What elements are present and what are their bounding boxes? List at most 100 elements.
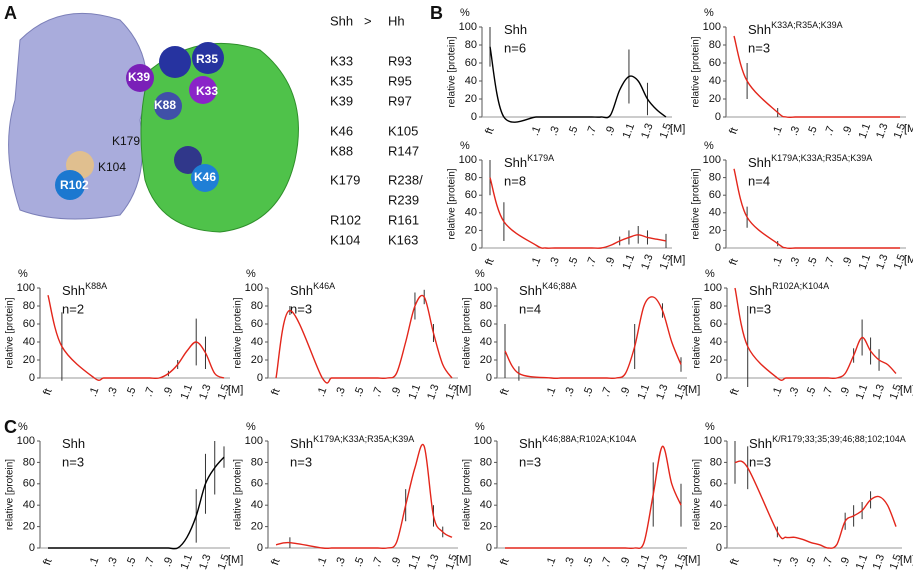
x-tick-label: .1 [315,556,329,569]
x-tick-label: 1.1 [621,253,638,271]
x-tick-label: 1.1 [854,553,871,571]
data-line [47,295,225,382]
y-tick-label: 0 [257,372,263,384]
y-tick-label: 40 [23,499,35,511]
title-superscript: K179A;K33A;R35A;K39A [313,434,414,444]
x-tick-label: .3 [787,386,801,399]
y-tick-label: 80 [465,39,477,51]
y-tick-label: 0 [716,372,722,384]
x-tick-label: .7 [585,125,599,138]
panel-label: B [430,3,443,23]
residue-sphere [159,46,191,78]
y-tick-label: 40 [710,499,722,511]
x-tick-label: 1.5 [216,383,233,401]
x-tick-label: ft [498,387,511,397]
y-tick-label: 100 [17,282,35,294]
x-tick-label: ft [727,126,740,136]
x-tick-label: ft [498,557,511,567]
table-cell: R147 [388,143,419,158]
title-superscript: K46A [313,281,335,291]
title-text: Shh [62,283,85,298]
x-tick-label: 1.5 [892,253,909,271]
x-tick-label: 1.1 [854,383,871,401]
table-cell: K39 [330,93,353,108]
x-tick-label: .3 [563,386,577,399]
table-cell: R238/ [388,172,423,187]
x-tick-label: .3 [563,556,577,569]
residue-sphere [191,164,219,192]
x-tick-label: 1.3 [654,553,671,571]
x-tick-label: .5 [581,556,595,569]
y-tick-label: 20 [709,224,721,236]
x-tick-label: 1.1 [857,253,874,271]
x-tick-label: ft [728,387,741,397]
x-tick-label: .3 [106,556,120,569]
x-tick-label: .5 [804,556,818,569]
table-cell: R239 [388,192,419,207]
y-axis-label: relative [protein] [462,459,473,530]
panel-label: A [4,3,17,23]
y-tick-label: 80 [710,456,722,468]
x-tick-label: .1 [770,386,784,399]
y-tick-label: 80 [709,172,721,184]
y-tick-label: 40 [709,75,721,87]
data-line [275,443,453,550]
x-tick-label: 1.1 [179,383,196,401]
y-tick-label: 40 [710,336,722,348]
chart-title: ShhK179A;K33A;R35A;K39A [748,153,872,170]
x-tick-label: .1 [529,125,543,138]
x-tick-label: .3 [334,386,348,399]
y-tick-label: 0 [715,111,721,123]
y-tick-label: 60 [251,478,263,490]
x-tick-label: 1.5 [658,122,675,140]
x-tick-label: .1 [770,556,784,569]
title-superscript: K/R179;33;35;39;46;88;102;104A [772,434,906,444]
x-tick-label: ft [269,387,282,397]
annotation: n=3 [62,454,84,469]
x-tick-label: 1.3 [197,553,214,571]
data-line [504,445,682,550]
x-tick-label: .7 [585,256,599,269]
table-cell: R95 [388,73,412,88]
x-tick-label: 1.3 [197,383,214,401]
y-tick-label: 40 [251,336,263,348]
residue-label: K104 [98,160,126,174]
x-tick-label: .9 [618,556,632,569]
x-unit: [M] [670,254,685,266]
table-cell: K35 [330,73,353,88]
x-tick-label: 1.3 [871,553,888,571]
table-cell: R97 [388,93,412,108]
y-tick-label: 60 [480,318,492,330]
residue-sphere [174,146,202,174]
x-tick-label: 1.1 [407,553,424,571]
x-tick-label: 1.5 [444,383,461,401]
x-tick-label: 1.5 [673,553,690,571]
x-tick-label: .1 [544,556,558,569]
y-tick-label: 20 [710,521,722,533]
chart-title: ShhK46;88A [519,281,577,298]
y-tick-label: 100 [17,435,35,447]
residue-sphere [192,42,224,74]
title-text: Shh [519,283,542,298]
annotation: n=2 [62,301,84,316]
x-unit: [M] [685,384,700,396]
x-tick-label: .5 [805,125,819,138]
title-superscript: K33A;R35A;K39A [771,20,843,30]
title-superscript: K179A [527,153,554,163]
x-tick-label: 1.5 [888,383,905,401]
annotation: n=6 [504,40,526,55]
data-line [489,177,667,249]
y-tick-label: 60 [23,318,35,330]
table-cell: K46 [330,123,353,138]
table-cell: K179 [330,172,360,187]
x-tick-label: 1.1 [636,553,653,571]
table-cell: K163 [388,232,418,247]
x-tick-label: 1.5 [216,553,233,571]
structure-lobe [140,42,299,233]
y-unit: % [704,7,714,19]
y-tick-label: 20 [251,354,263,366]
residue-label: K39 [128,70,150,84]
x-tick-label: .3 [548,256,562,269]
y-unit: % [705,421,715,433]
